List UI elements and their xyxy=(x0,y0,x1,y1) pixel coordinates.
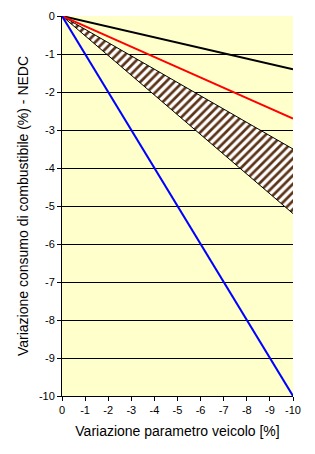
svg-text:-7: -7 xyxy=(219,404,229,416)
svg-text:0: 0 xyxy=(59,404,65,416)
svg-text:-2: -2 xyxy=(103,404,113,416)
svg-text:Variazione parametro veicolo [: Variazione parametro veicolo [%] xyxy=(75,423,279,439)
svg-text:-3: -3 xyxy=(45,124,55,136)
svg-text:-1: -1 xyxy=(45,48,55,60)
svg-text:-6: -6 xyxy=(45,238,55,250)
svg-text:-5: -5 xyxy=(45,200,55,212)
svg-text:-5: -5 xyxy=(173,404,183,416)
svg-text:-9: -9 xyxy=(45,352,55,364)
svg-text:-2: -2 xyxy=(45,86,55,98)
svg-text:-10: -10 xyxy=(285,404,301,416)
svg-text:Variazione consumo di combusti: Variazione consumo di combustibile (%) -… xyxy=(15,56,31,356)
svg-text:-7: -7 xyxy=(45,276,55,288)
svg-text:0: 0 xyxy=(49,10,55,22)
svg-text:-4: -4 xyxy=(150,404,160,416)
svg-text:-4: -4 xyxy=(45,162,55,174)
svg-text:-1: -1 xyxy=(80,404,90,416)
svg-text:-8: -8 xyxy=(45,314,55,326)
svg-text:-9: -9 xyxy=(265,404,275,416)
svg-text:-8: -8 xyxy=(242,404,252,416)
svg-text:-10: -10 xyxy=(39,390,55,402)
svg-text:-6: -6 xyxy=(196,404,206,416)
svg-text:-3: -3 xyxy=(126,404,136,416)
